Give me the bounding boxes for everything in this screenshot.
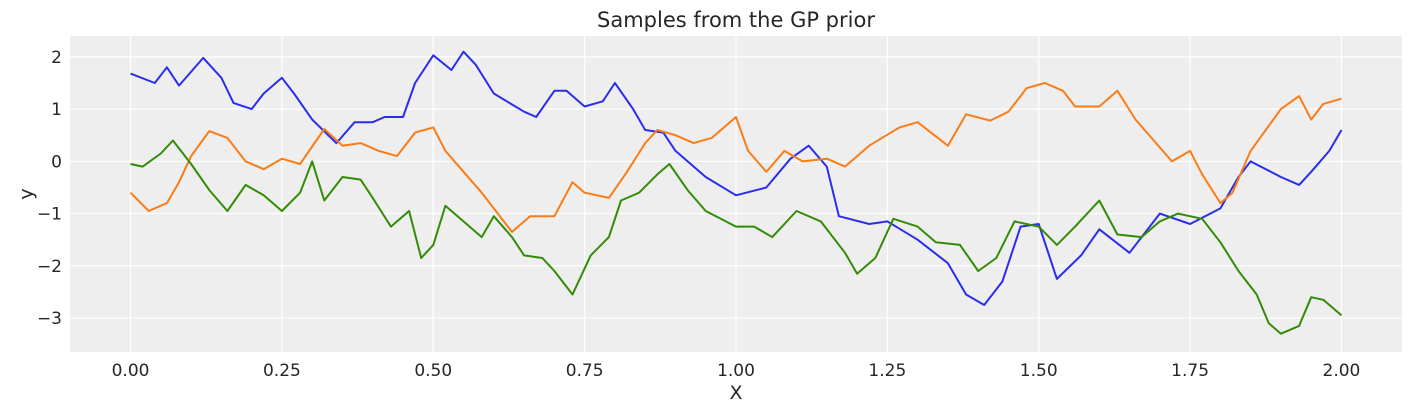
x-tick-label: 1.50 <box>1020 361 1058 381</box>
series-line-1 <box>130 50 1343 306</box>
x-tick-label: 1.00 <box>717 361 755 381</box>
x-tick-label: 0.75 <box>566 361 604 381</box>
y-axis-label: y <box>16 188 38 199</box>
x-tick-label: 1.75 <box>1171 361 1209 381</box>
x-tick-label: 2.00 <box>1323 361 1361 381</box>
series-group <box>129 50 1343 335</box>
x-tick-label: 0.25 <box>263 361 301 381</box>
y-tick-label: −3 <box>37 309 62 329</box>
grid <box>70 36 1402 352</box>
y-axis-ticks: −3 −2 −1 0 1 2 <box>37 48 62 329</box>
y-tick-label: 1 <box>51 100 62 120</box>
x-axis-label: X <box>729 382 742 404</box>
chart-title: Samples from the GP prior <box>597 8 875 32</box>
series-line-2 <box>129 82 1342 233</box>
x-axis-ticks: 0.00 0.25 0.50 0.75 1.00 1.25 1.50 1.75 2.00 <box>112 361 1361 381</box>
y-tick-label: −2 <box>37 257 62 277</box>
y-tick-label: −1 <box>37 205 62 225</box>
y-tick-label: 0 <box>51 152 62 172</box>
y-tick-label: 2 <box>51 48 62 68</box>
x-tick-label: 0.50 <box>414 361 452 381</box>
series-line-3 <box>130 139 1343 335</box>
x-tick-label: 1.25 <box>868 361 906 381</box>
x-tick-label: 0.00 <box>112 361 150 381</box>
